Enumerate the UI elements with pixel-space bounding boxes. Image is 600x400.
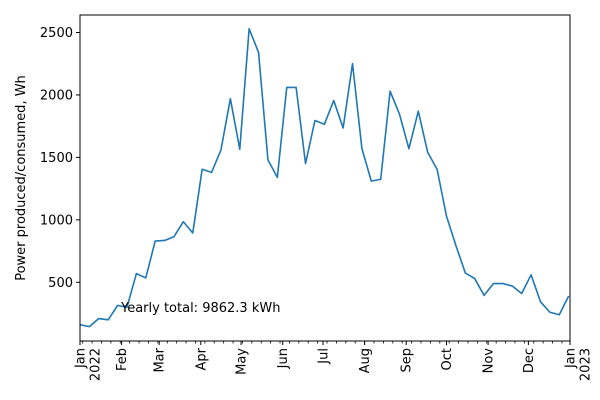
- x-tick-label: Jan: [564, 348, 579, 369]
- series-line: [79, 27, 570, 328]
- x-tick-label: Apr: [194, 347, 209, 370]
- x-tick-label: Jul: [316, 348, 331, 365]
- plot-area: [80, 15, 570, 341]
- y-tick-label: 2500: [40, 26, 73, 41]
- x-tick-label: Mar: [153, 347, 168, 372]
- x-tick-label: Nov: [482, 348, 497, 374]
- x-tick-label: Jun: [276, 348, 291, 369]
- x-tick-label: Dec: [522, 348, 537, 373]
- y-tick-label: 500: [48, 276, 73, 291]
- plot-frame: [79, 14, 571, 342]
- x-tick-label: May: [235, 348, 250, 375]
- x-tick-label: Oct: [440, 348, 455, 370]
- yearly-total-annotation: Yearly total: 9862.3 kWh: [120, 301, 280, 316]
- y-tick-label: 1500: [40, 151, 73, 166]
- y-tick-label: 1000: [40, 213, 73, 228]
- x-tick-label: Aug: [358, 348, 373, 373]
- x-tick-label: Sep: [400, 348, 415, 373]
- y-axis-label: Power produced/consumed, Wh: [14, 75, 29, 281]
- x-tick-label: Feb: [115, 348, 130, 371]
- x-tick-year-label: 2022: [89, 348, 104, 381]
- x-tick-year-label: 2023: [579, 348, 594, 381]
- y-tick-label: 2000: [40, 88, 73, 103]
- x-tick-label: Jan: [74, 348, 89, 369]
